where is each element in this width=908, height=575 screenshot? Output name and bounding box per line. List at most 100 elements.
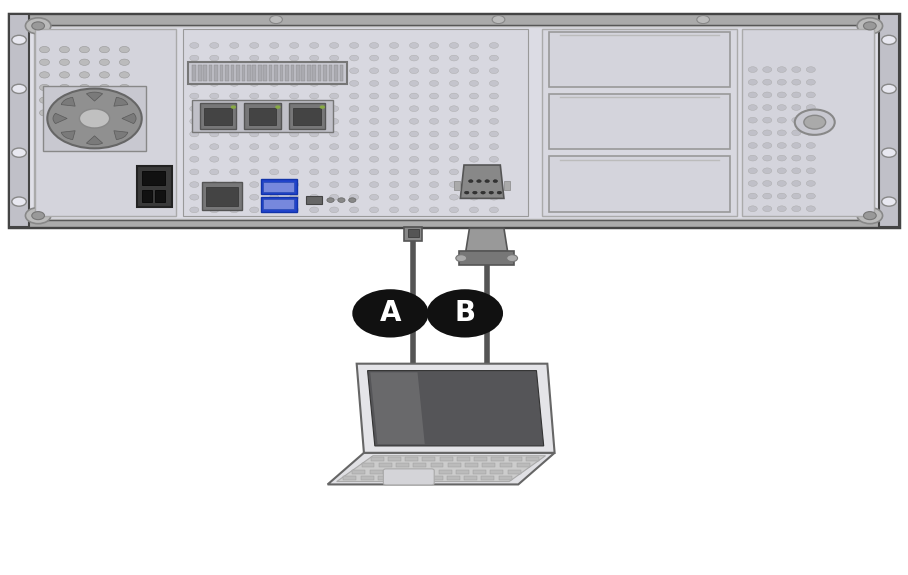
Circle shape <box>190 93 199 99</box>
Circle shape <box>290 106 299 112</box>
Circle shape <box>410 169 419 175</box>
Circle shape <box>449 144 459 150</box>
Bar <box>499 463 512 467</box>
Bar <box>490 470 503 474</box>
Wedge shape <box>53 113 67 124</box>
Bar <box>14 14 894 25</box>
Circle shape <box>882 148 896 158</box>
Circle shape <box>250 106 259 112</box>
Bar <box>306 196 322 204</box>
Circle shape <box>250 131 259 137</box>
Circle shape <box>469 179 473 182</box>
Circle shape <box>390 55 399 61</box>
Circle shape <box>806 130 815 136</box>
Circle shape <box>310 182 319 187</box>
Circle shape <box>498 191 502 194</box>
Circle shape <box>748 181 757 186</box>
Circle shape <box>410 93 419 99</box>
Circle shape <box>469 68 479 74</box>
Circle shape <box>370 144 379 150</box>
Bar <box>155 190 165 202</box>
Circle shape <box>190 68 199 74</box>
Circle shape <box>748 143 757 148</box>
Circle shape <box>806 193 815 199</box>
Circle shape <box>763 193 772 199</box>
Circle shape <box>330 93 339 99</box>
Circle shape <box>190 182 199 187</box>
Circle shape <box>390 68 399 74</box>
Bar <box>352 470 365 474</box>
Bar <box>323 64 327 81</box>
Circle shape <box>190 194 199 200</box>
Circle shape <box>429 156 439 162</box>
Circle shape <box>12 148 26 158</box>
Bar <box>261 197 297 212</box>
Circle shape <box>12 197 26 206</box>
Circle shape <box>748 105 757 110</box>
Circle shape <box>370 81 379 86</box>
Circle shape <box>310 43 319 48</box>
Bar <box>14 220 894 227</box>
Circle shape <box>390 131 399 137</box>
Circle shape <box>429 131 439 137</box>
Circle shape <box>390 169 399 175</box>
Circle shape <box>390 207 399 213</box>
Bar <box>242 64 245 81</box>
Circle shape <box>449 169 459 175</box>
Circle shape <box>338 198 345 202</box>
Circle shape <box>390 106 399 112</box>
Circle shape <box>25 208 51 224</box>
Circle shape <box>270 68 279 74</box>
Bar <box>482 463 495 467</box>
Circle shape <box>792 168 801 174</box>
Circle shape <box>310 169 319 175</box>
Circle shape <box>250 93 259 99</box>
Circle shape <box>429 118 439 124</box>
Circle shape <box>410 194 419 200</box>
Bar <box>504 181 510 190</box>
Polygon shape <box>368 371 544 446</box>
Circle shape <box>792 92 801 98</box>
Circle shape <box>270 55 279 61</box>
Circle shape <box>469 93 479 99</box>
Circle shape <box>250 207 259 213</box>
Circle shape <box>250 144 259 150</box>
Circle shape <box>290 169 299 175</box>
Circle shape <box>330 55 339 61</box>
Circle shape <box>792 155 801 161</box>
Circle shape <box>489 43 498 48</box>
Circle shape <box>230 81 239 86</box>
Circle shape <box>449 93 459 99</box>
Circle shape <box>330 144 339 150</box>
Circle shape <box>60 110 70 116</box>
Circle shape <box>270 207 279 213</box>
Bar <box>405 457 418 461</box>
Bar <box>454 181 460 190</box>
Circle shape <box>792 206 801 212</box>
Circle shape <box>230 93 239 99</box>
Circle shape <box>429 55 439 61</box>
Wedge shape <box>61 97 75 106</box>
Bar <box>329 64 332 81</box>
Circle shape <box>290 156 299 162</box>
Circle shape <box>429 194 439 200</box>
Circle shape <box>748 92 757 98</box>
Circle shape <box>270 81 279 86</box>
Circle shape <box>469 131 479 137</box>
Wedge shape <box>61 131 75 140</box>
Circle shape <box>792 143 801 148</box>
Text: B: B <box>454 300 476 327</box>
Bar <box>508 470 520 474</box>
Circle shape <box>100 110 109 116</box>
Circle shape <box>806 105 815 110</box>
Circle shape <box>449 131 459 137</box>
Bar <box>312 64 316 81</box>
Bar <box>204 108 232 125</box>
Circle shape <box>290 55 299 61</box>
Circle shape <box>763 92 772 98</box>
Circle shape <box>40 72 49 78</box>
Circle shape <box>350 68 359 74</box>
Circle shape <box>748 79 757 85</box>
Bar <box>459 251 514 265</box>
Circle shape <box>469 194 479 200</box>
